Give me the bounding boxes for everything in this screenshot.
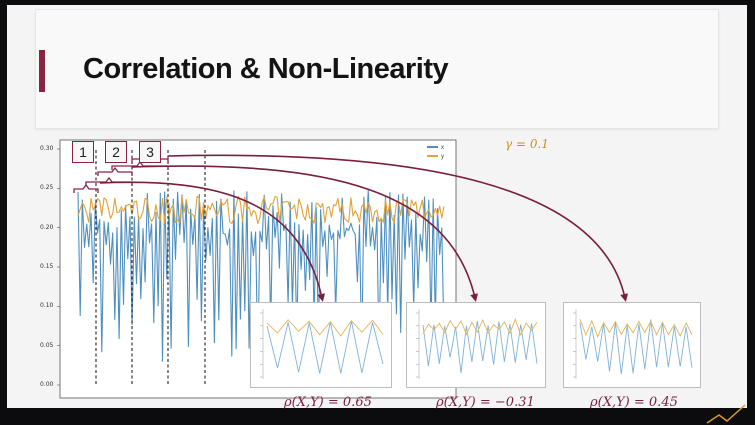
y-tick-label: 0.00 [40,381,54,388]
window-arrow-3 [167,154,629,302]
title-accent-bar [39,50,45,92]
y-tick-label: 0.30 [40,145,54,152]
slide-title: Correlation & Non-Linearity [83,53,449,85]
corner-logo-mark [706,404,746,424]
window-arrow-2 [131,165,478,302]
window-brace [97,166,133,176]
window-arrow-1 [99,181,326,302]
window-plot-3 [563,302,701,388]
window-series-y [266,319,384,337]
correlation-label-2: ρ(X,Y) = −0.31 [436,395,535,410]
legend-label-y: y [441,154,444,160]
window-plot-svg [573,309,693,379]
gamma-label: γ = 0.1 [505,137,549,151]
window-series-x [422,320,538,374]
legend-swatch-x [427,146,438,149]
window-label-2: 2 [105,141,127,163]
window-plot-2 [406,302,546,388]
window-series-y [422,317,538,337]
title-band [35,9,719,129]
window-plot-svg [260,309,384,379]
legend-swatch-y [427,155,438,158]
series-line-x [77,189,445,362]
window-series-x [579,319,693,375]
y-tick-label: 0.05 [40,341,54,349]
window-series-x [266,321,384,374]
window-plot-svg [416,309,538,379]
y-tick-label: 0.20 [40,223,54,231]
window-label-1: 1 [72,141,94,163]
window-plot-1 [250,302,392,388]
legend-entry-x: x [427,144,444,153]
series-line-y [77,195,445,225]
legend-entry-y: y [427,153,444,162]
y-tick-label: 0.15 [40,263,54,270]
correlation-label-3: ρ(X,Y) = 0.45 [590,395,678,410]
window-label-3: 3 [139,141,161,163]
y-tick-label: 0.25 [40,184,54,192]
window-series-y [579,318,693,338]
y-tick-label: 0.10 [40,302,54,310]
legend-label-x: x [441,145,444,151]
chart-legend: x y [427,144,444,162]
correlation-label-1: ρ(X,Y) = 0.65 [284,395,372,410]
